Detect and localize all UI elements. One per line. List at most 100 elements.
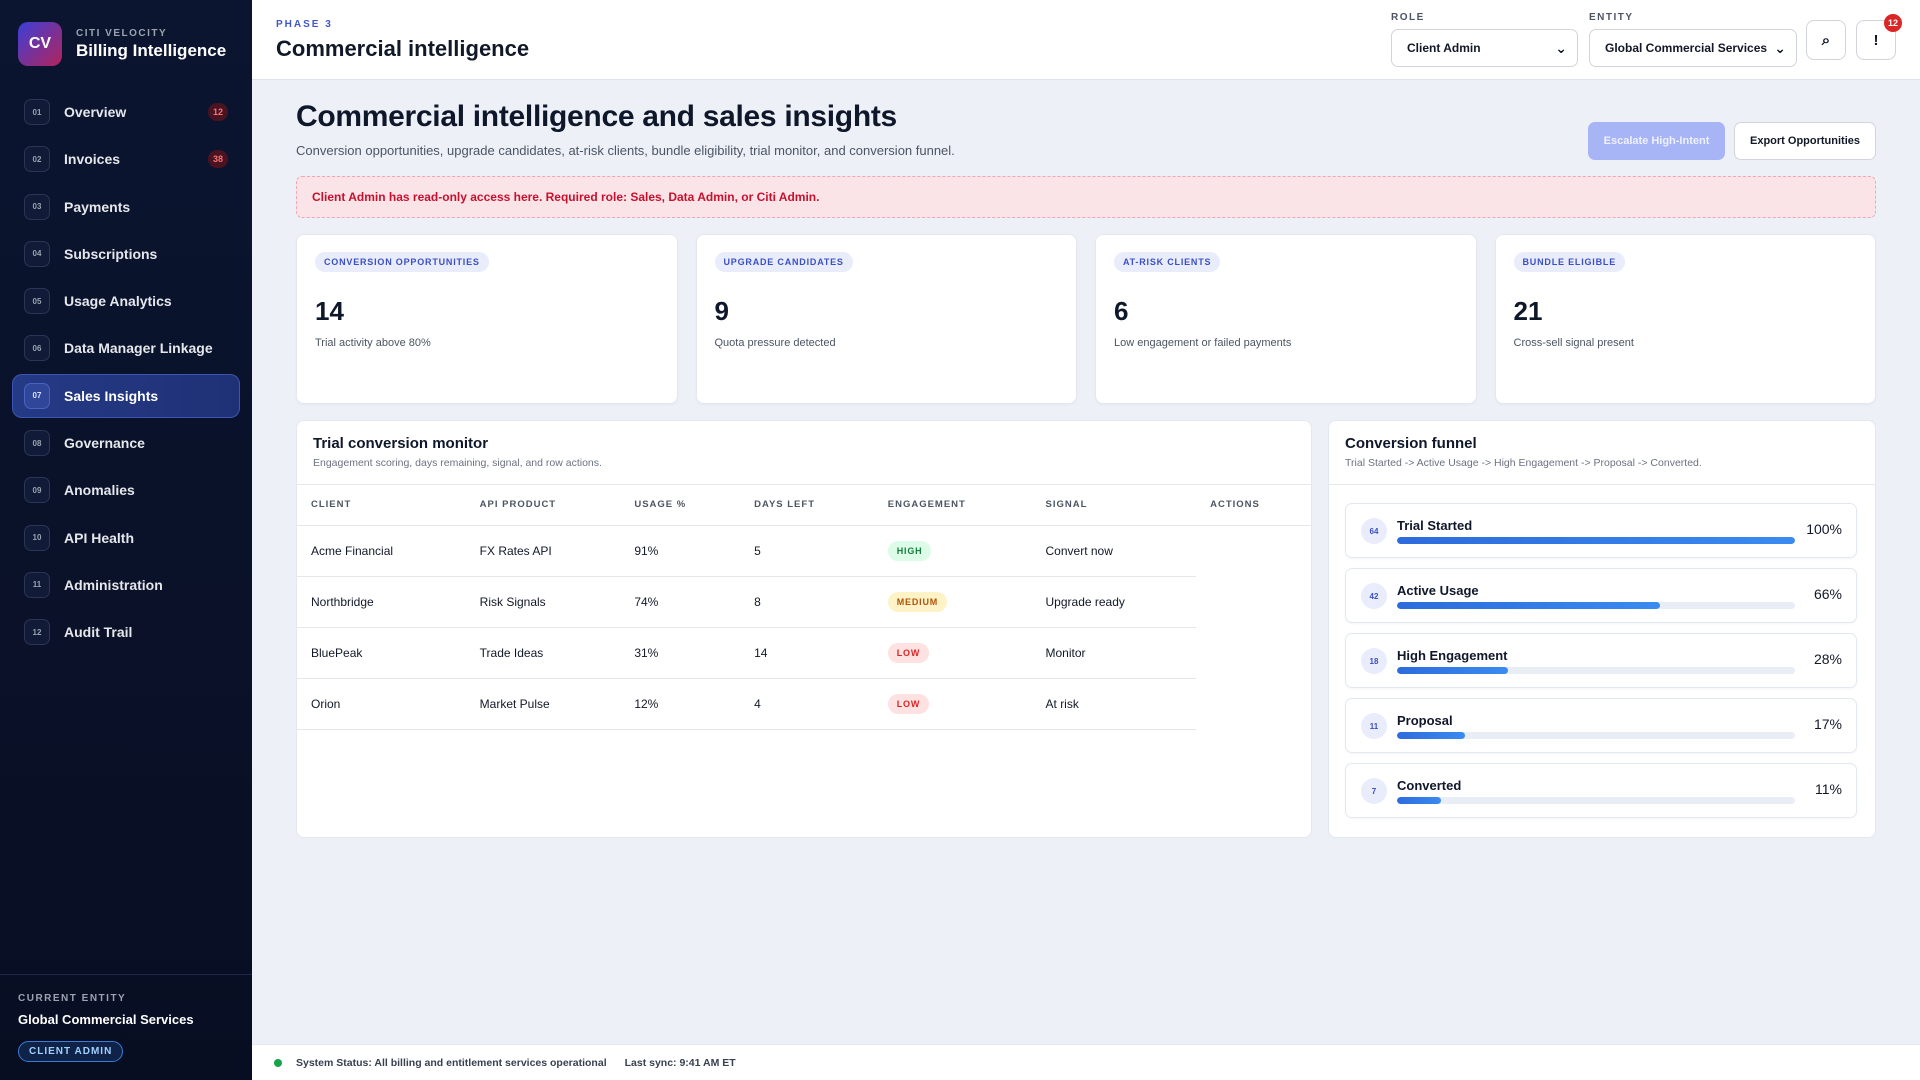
- sidebar-footer: CURRENT ENTITY Global Commercial Service…: [0, 974, 252, 1080]
- current-entity-label: CURRENT ENTITY: [18, 993, 127, 1004]
- cell-signal: Monitor: [1031, 627, 1197, 679]
- cell-actions: [1196, 627, 1311, 678]
- cell-usage: 31%: [620, 627, 741, 679]
- stage-name: Proposal: [1397, 713, 1453, 728]
- stage-count: 11: [1361, 713, 1387, 739]
- sidebar-item-number: 02: [24, 146, 50, 173]
- sidebar-item-number: 12: [24, 619, 50, 646]
- column-header-days-left: DAYS LEFT: [740, 485, 874, 526]
- sidebar-item-governance[interactable]: 08 Governance: [12, 421, 240, 465]
- cell-api-product: FX Rates API: [465, 525, 621, 577]
- stage-progress-fill: [1397, 732, 1465, 739]
- stage-percent: 100%: [1806, 521, 1842, 537]
- table-row: Northbridge Risk Signals 74% 8 MEDIUM Upgrade…: [297, 576, 1311, 628]
- escalate-high-intent-button[interactable]: Escalate High-Intent: [1588, 122, 1725, 160]
- stage-progress-track: [1397, 667, 1795, 674]
- cell-signal: Convert now: [1031, 525, 1197, 577]
- stage-progress-fill: [1397, 797, 1441, 804]
- stage-progress-track: [1397, 732, 1795, 739]
- brand-logo[interactable]: CV: [18, 22, 62, 66]
- sidebar-item-subscriptions[interactable]: 04 Subscriptions: [12, 232, 240, 276]
- engagement-badge: LOW: [887, 642, 930, 663]
- export-opportunities-button[interactable]: Export Opportunities: [1734, 122, 1876, 160]
- cell-signal: At risk: [1031, 678, 1197, 730]
- cell-days-left: 8: [740, 576, 874, 628]
- monitor-header: Trial conversion monitor Engagement scor…: [297, 421, 1311, 485]
- top-header: PHASE 3 Commercial intelligence ROLE Cli…: [252, 0, 1920, 80]
- table-row: Acme Financial FX Rates API 91% 5 HIGH Conver…: [297, 525, 1311, 577]
- status-bar: System Status: All billing and entitleme…: [252, 1044, 1920, 1080]
- stage-progress-track: [1397, 797, 1795, 804]
- kpi-label: BUNDLE ELIGIBLE: [1513, 252, 1626, 272]
- engagement-badge: MEDIUM: [887, 591, 948, 612]
- search-icon: ⌕: [1821, 31, 1831, 49]
- sidebar-item-administration[interactable]: 11 Administration: [12, 563, 240, 607]
- sidebar-item-payments[interactable]: 03 Payments: [12, 185, 240, 229]
- column-header-api-product: API PRODUCT: [465, 485, 621, 526]
- sidebar-item-label: Data Manager Linkage: [64, 340, 213, 357]
- sidebar-item-label: Anomalies: [64, 482, 135, 499]
- page-description: Conversion opportunities, upgrade candid…: [296, 143, 955, 158]
- brand-text: CITI VELOCITY Billing Intelligence: [76, 28, 226, 61]
- role-select[interactable]: Client Admin ⌄: [1391, 29, 1578, 67]
- role-select-value: Client Admin: [1407, 41, 1481, 55]
- sidebar-item-anomalies[interactable]: 09 Anomalies: [12, 468, 240, 512]
- entity-select[interactable]: Global Commercial Services ⌄: [1589, 29, 1797, 67]
- stage-percent: 11%: [1815, 781, 1842, 797]
- stage-progress-fill: [1397, 602, 1660, 609]
- role-label: ROLE: [1391, 12, 1425, 23]
- stage-progress-fill: [1397, 537, 1795, 544]
- sidebar-item-label: Usage Analytics: [64, 293, 172, 310]
- cell-engagement: MEDIUM: [873, 576, 1032, 628]
- cell-actions: [1196, 678, 1311, 729]
- stage-percent: 17%: [1813, 716, 1842, 732]
- cell-days-left: 4: [740, 678, 874, 730]
- status-dot-icon: [274, 1058, 282, 1067]
- sidebar-item-audit-trail[interactable]: 12 Audit Trail: [12, 610, 240, 654]
- sidebar-item-label: Governance: [64, 435, 145, 452]
- cell-actions: [1196, 576, 1311, 627]
- column-header-client: CLIENT: [297, 485, 466, 526]
- sidebar-item-invoices[interactable]: 02 Invoices 38: [12, 137, 240, 181]
- stage-count: 64: [1361, 518, 1387, 544]
- cell-client: Orion: [297, 678, 466, 730]
- cell-days-left: 5: [740, 525, 874, 577]
- stage-progress-fill: [1397, 667, 1509, 674]
- stage-count: 18: [1361, 648, 1387, 674]
- monitor-title: Trial conversion monitor: [313, 435, 489, 452]
- funnel-stage-proposal: 11 Proposal 17%: [1345, 698, 1857, 753]
- kpi-label: UPGRADE CANDIDATES: [714, 252, 853, 272]
- funnel-stage-converted: 7 Converted 11%: [1345, 763, 1857, 818]
- sidebar-item-number: 05: [24, 288, 50, 315]
- sidebar-nav: 01 Overview 12 02 Invoices 38 03 Payments 04 Subs…: [12, 90, 240, 658]
- cell-engagement: HIGH: [873, 525, 1032, 577]
- sidebar-item-label: Overview: [64, 104, 127, 120]
- system-status-text: System Status: All billing and entitleme…: [296, 1056, 607, 1069]
- table-header-row: CLIENT API PRODUCT USAGE % DAYS LEFT ENGAGEM…: [297, 485, 1311, 526]
- kpi-value: 14: [315, 296, 344, 326]
- cell-api-product: Risk Signals: [465, 576, 621, 628]
- funnel-stage-trial-started: 64 Trial Started 100%: [1345, 503, 1857, 558]
- column-header-engagement: ENGAGEMENT: [873, 485, 1032, 526]
- sidebar-item-data-manager-linkage[interactable]: 06 Data Manager Linkage: [12, 326, 240, 370]
- stage-count: 7: [1361, 778, 1387, 804]
- sidebar-item-number: 04: [24, 240, 50, 267]
- sidebar-item-label: Sales Insights: [64, 387, 159, 404]
- notifications-button[interactable]: ! 12: [1856, 14, 1902, 60]
- sidebar-item-usage-analytics[interactable]: 05 Usage Analytics: [12, 279, 240, 323]
- sidebar-item-sales-insights[interactable]: 07 Sales Insights: [12, 373, 240, 418]
- kpi-note: Cross-sell signal present: [1513, 337, 1634, 349]
- sidebar-item-label: Payments: [64, 198, 131, 215]
- trial-table: CLIENT API PRODUCT USAGE % DAYS LEFT ENGAGEM…: [297, 485, 1311, 730]
- funnel-stage-high-engagement: 18 High Engagement 28%: [1345, 633, 1857, 688]
- sidebar-item-number: 06: [24, 335, 50, 362]
- sidebar-item-label: Administration: [64, 576, 163, 593]
- search-button[interactable]: ⌕: [1806, 20, 1846, 60]
- stage-name: Trial Started: [1397, 518, 1473, 533]
- sidebar-item-api-health[interactable]: 10 API Health: [12, 516, 240, 560]
- funnel-header: Conversion funnel Trial Started -> Activ…: [1329, 421, 1875, 485]
- funnel-stages: 64 Trial Started 100% 42 Active Usage 66% 18 Hi…: [1345, 503, 1857, 828]
- column-header-usage-: USAGE %: [620, 485, 741, 526]
- sidebar-item-overview[interactable]: 01 Overview 12: [12, 90, 240, 134]
- cell-engagement: LOW: [873, 627, 1032, 679]
